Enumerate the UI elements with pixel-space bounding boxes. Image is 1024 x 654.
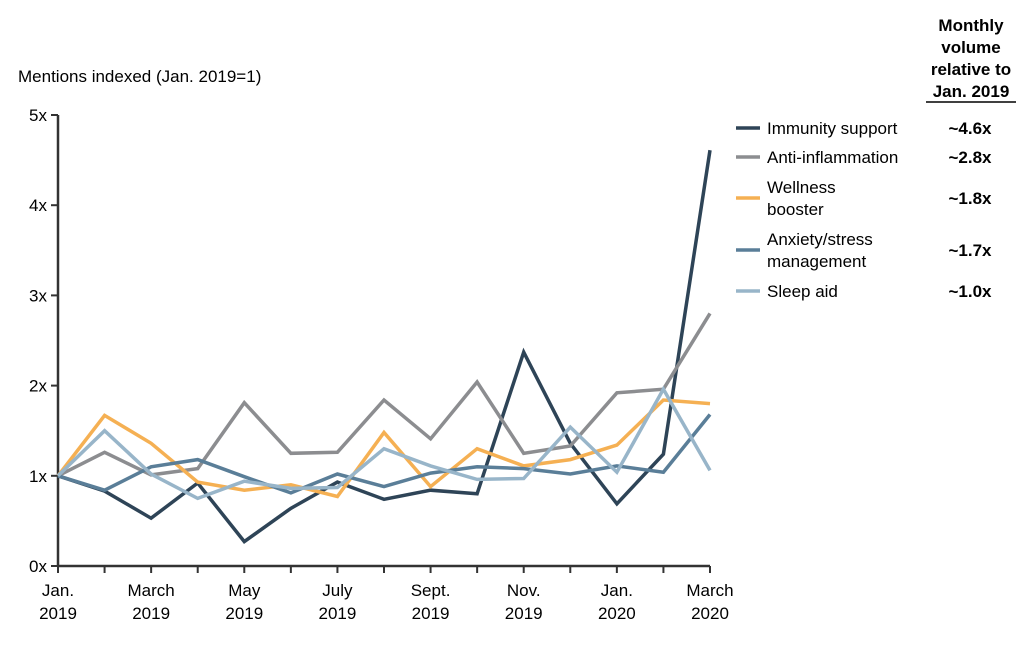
legend-ratio: ~1.0x [948, 282, 992, 301]
x-tick-label: March 2020 [686, 581, 733, 623]
x-tick-label: Jan. 2019 [39, 581, 77, 623]
x-tick-label: March 2019 [128, 581, 175, 623]
series-lines [56, 149, 712, 544]
y-axis-title: Mentions indexed (Jan. 2019=1) [18, 67, 261, 86]
series-line-anxiety-stress-management [57, 413, 712, 495]
series-line-wellness-booster [56, 398, 711, 499]
y-tick-label: 4x [29, 196, 47, 215]
legend-label: Immunity support [767, 119, 898, 138]
legend-label: Sleep aid [767, 282, 838, 301]
x-tick-label: May 2019 [225, 581, 263, 623]
x-tick-label: July 2019 [319, 581, 357, 623]
legend-label: Anti-inflammation [767, 148, 898, 167]
x-tick-label: Jan. 2020 [598, 581, 636, 623]
y-tick-label: 3x [29, 286, 47, 305]
series-line-immunity-support [57, 149, 712, 544]
ratio-header-text: Monthly volume relative to Jan. 2019 [931, 16, 1011, 101]
y-tick-label: 5x [29, 106, 47, 125]
legend-label: Anxiety/stress management [767, 230, 873, 271]
legend-ratio: ~2.8x [948, 148, 992, 167]
series-line-anti-inflammation [57, 312, 712, 478]
legend-ratio: ~4.6x [948, 119, 992, 138]
legend-label: Wellness booster [767, 178, 836, 219]
x-tick-label: Sept. 2019 [411, 581, 451, 623]
y-tick-label: 0x [29, 557, 47, 576]
x-tick-label: Nov. 2019 [505, 581, 543, 623]
legend-ratio: ~1.8x [948, 189, 992, 208]
legend-ratio: ~1.7x [948, 241, 992, 260]
legend: Immunity support ~4.6x Anti-inflammation ~2… [736, 119, 992, 301]
y-tick-label: 2x [29, 377, 47, 396]
y-tick-label: 1x [29, 467, 47, 486]
series-line-sleep-aid [56, 385, 712, 501]
axes: 0x 1x 2x 3x 4x 5x Jan. 2019 March 2019 May 2019 July… [29, 106, 734, 623]
ratio-header: Monthly volume relative to Jan. 2019 [926, 16, 1016, 103]
